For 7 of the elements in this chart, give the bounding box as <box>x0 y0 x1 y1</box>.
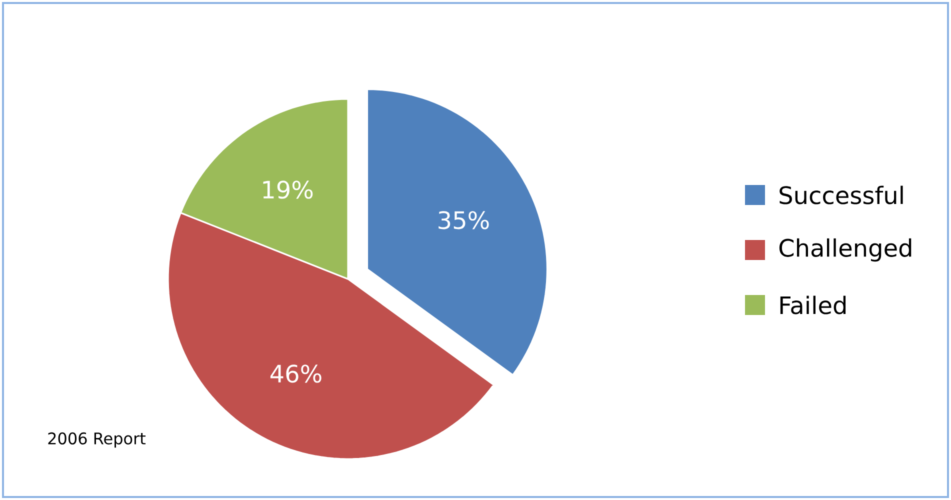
legend-label: Successful <box>780 186 903 204</box>
legend-label: Failed <box>780 296 846 314</box>
data-label: 46% <box>270 364 322 383</box>
legend-label: Challenged <box>779 238 912 262</box>
data-label: 35% <box>438 211 489 230</box>
text: 2006 Report <box>48 432 146 448</box>
data-label: 19% <box>263 180 313 199</box>
